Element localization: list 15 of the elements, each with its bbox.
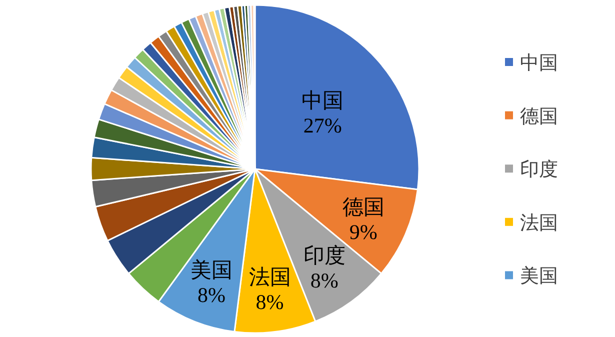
legend-label: 法国 [520,212,558,234]
legend-label: 德国 [520,106,558,128]
slice-label: 印度 [303,244,346,268]
legend-label: 印度 [520,158,558,181]
data-label: 9% [349,220,378,244]
slice-label: 美国 [190,258,233,282]
data-label: 8% [310,268,338,293]
slice-label: 法国 [248,265,291,290]
data-label: 27% [303,113,342,138]
legend-label: 中国 [520,53,558,74]
legend-label: 美国 [520,265,558,288]
data-label: 8% [198,282,226,307]
data-label: 8% [256,290,284,314]
slice-label: 德国 [342,194,384,219]
slice-label: 中国 [302,88,344,112]
